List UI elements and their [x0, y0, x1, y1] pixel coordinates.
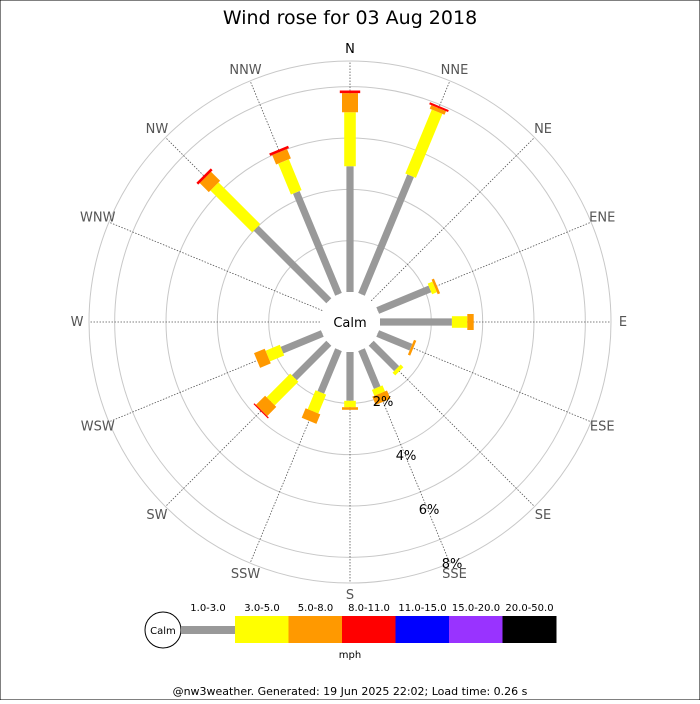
- bar-e-0: [380, 318, 452, 326]
- bar-se-0: [368, 340, 400, 372]
- legend-label-5: 15.0-20.0: [452, 603, 500, 614]
- ring-label-2: 4%: [396, 449, 417, 464]
- direction-label-ese: ESE: [590, 419, 615, 434]
- bar-nnw-2: [272, 149, 291, 165]
- bar-e-2: [467, 314, 474, 330]
- bar-n-0: [346, 166, 354, 292]
- bar-wsw-1: [265, 344, 285, 362]
- bar-ene-0: [376, 285, 432, 314]
- footer-text: @nw3weather. Generated: 19 Jun 2025 22:0…: [173, 685, 528, 698]
- bar-s-0: [346, 352, 354, 401]
- legend-label-0: 1.0-3.0: [190, 603, 225, 614]
- spoke-wnw: [108, 221, 323, 311]
- bar-nnw-3: [269, 145, 289, 156]
- bar-nw-2: [199, 171, 221, 193]
- bar-nw-1: [210, 182, 261, 233]
- ring-labels: 2% 4% 6% 8%: [373, 395, 463, 572]
- spoke-se: [370, 342, 535, 507]
- bar-ssw-1: [307, 390, 327, 414]
- legend-swatch-0: [181, 626, 235, 634]
- direction-label-nw: NW: [146, 122, 169, 137]
- spoke-ne: [370, 137, 535, 302]
- direction-label-sw: SW: [146, 508, 167, 523]
- legend: Calm 1.0-3.0 3.0-5.0 5.0-8.0 8.0-11.0 11.0-1…: [144, 603, 557, 661]
- bar-sw-2: [256, 395, 277, 416]
- direction-label-ene: ENE: [589, 211, 615, 226]
- legend-calm-label: Calm: [150, 626, 176, 637]
- bar-wsw-2: [254, 348, 271, 368]
- spoke-ssw: [249, 349, 339, 564]
- spoke-ese: [377, 333, 592, 423]
- legend-label-4: 11.0-15.0: [398, 603, 446, 614]
- bar-n-1: [344, 112, 356, 167]
- bar-se-1: [392, 364, 404, 376]
- chart-title: Wind rose for 03 Aug 2018: [223, 7, 477, 29]
- direction-label-w: W: [71, 315, 84, 330]
- legend-swatch-5: [449, 616, 503, 643]
- legend-swatch-4: [395, 616, 450, 643]
- bar-ssw-2: [301, 408, 321, 424]
- bar-ssw-0: [317, 348, 342, 394]
- bar-n-2: [342, 93, 358, 113]
- legend-label-6: 20.0-50.0: [505, 603, 553, 614]
- bar-ene-2: [431, 278, 441, 295]
- bar-nnw-1: [278, 159, 302, 195]
- direction-label-n: N: [345, 42, 355, 57]
- bar-ese-0: [376, 330, 413, 351]
- direction-label-ne: NE: [534, 122, 552, 137]
- legend-swatch-6: [502, 616, 557, 643]
- calm-label: Calm: [333, 316, 366, 331]
- bar-nw-3: [196, 168, 213, 185]
- calm-center: Calm: [324, 296, 376, 348]
- legend-label-3: 8.0-11.0: [348, 603, 390, 614]
- legend-unit: mph: [339, 650, 361, 661]
- grid-ring-outer: [88, 60, 612, 584]
- direction-label-e: E: [619, 315, 627, 330]
- spoke-sse: [361, 349, 451, 564]
- bar-sse-1: [371, 385, 385, 396]
- bar-e-1: [451, 316, 468, 328]
- legend-swatch-3: [342, 616, 396, 643]
- legend-swatch-1: [235, 616, 289, 643]
- direction-label-wnw: WNW: [80, 211, 116, 226]
- spoke-wsw: [108, 333, 323, 423]
- bar-sw-1: [266, 373, 299, 406]
- bar-nne-0: [358, 174, 414, 296]
- bar-s-1: [344, 400, 356, 408]
- bar-sse-2: [372, 390, 391, 405]
- legend-swatch-2: [288, 616, 343, 643]
- bar-sw-0: [291, 340, 332, 381]
- bar-sse-0: [358, 348, 381, 389]
- bar-nne-3: [429, 102, 449, 112]
- ring-label-3: 6%: [419, 503, 440, 518]
- direction-label-nnw: NNW: [229, 63, 261, 78]
- legend-label-2: 5.0-8.0: [298, 603, 333, 614]
- bar-nw-0: [253, 225, 332, 304]
- bars-group: [196, 90, 474, 424]
- direction-label-wsw: WSW: [81, 419, 115, 434]
- spoke-sw: [165, 342, 330, 507]
- direction-label-nne: NNE: [441, 63, 469, 78]
- bar-nnw-0: [293, 191, 342, 296]
- direction-label-sse: SSE: [442, 567, 467, 582]
- spoke-ene: [377, 221, 592, 311]
- bar-ese-2: [407, 339, 417, 356]
- bar-nne-1: [405, 109, 443, 178]
- bar-sw-3: [253, 403, 269, 419]
- bar-ene-1: [427, 281, 437, 295]
- bar-wsw-0: [280, 330, 324, 354]
- bar-s-2: [342, 407, 358, 410]
- bar-n-3: [339, 90, 361, 94]
- legend-label-1: 3.0-5.0: [244, 603, 279, 614]
- direction-label-s: S: [346, 588, 354, 603]
- bar-nne-2: [429, 105, 446, 115]
- direction-label-ssw: SSW: [231, 567, 261, 582]
- ring-label-1: 2%: [373, 395, 394, 410]
- direction-label-se: SE: [535, 508, 551, 523]
- ring-label-4: 8%: [442, 557, 463, 572]
